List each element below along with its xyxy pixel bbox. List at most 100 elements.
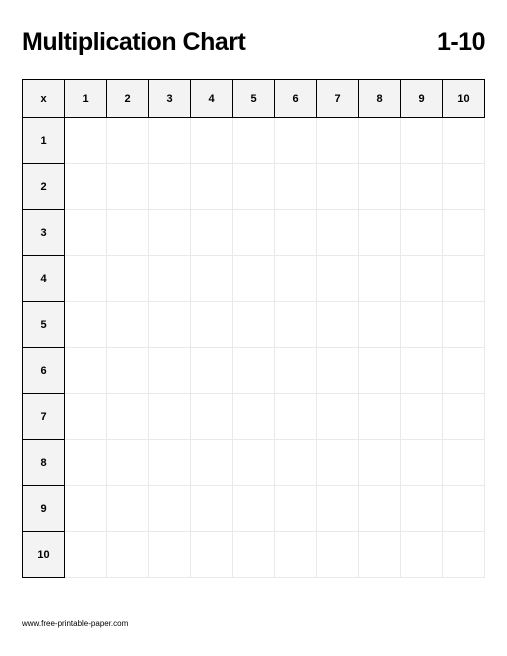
table-cell	[191, 302, 233, 348]
table-cell	[149, 440, 191, 486]
table-cell	[275, 394, 317, 440]
col-header: 6	[275, 80, 317, 118]
table-cell	[191, 486, 233, 532]
table-cell	[443, 486, 485, 532]
row-header: 6	[23, 348, 65, 394]
table-cell	[317, 348, 359, 394]
table-cell	[443, 118, 485, 164]
row-header: 8	[23, 440, 65, 486]
table-cell	[443, 164, 485, 210]
table-cell	[359, 302, 401, 348]
row-header: 1	[23, 118, 65, 164]
table-header-row: x 1 2 3 4 5 6 7 8 9 10	[23, 80, 485, 118]
table-cell	[233, 440, 275, 486]
table-cell	[275, 164, 317, 210]
table-cell	[317, 164, 359, 210]
table-cell	[107, 394, 149, 440]
table-cell	[149, 118, 191, 164]
table-cell	[359, 394, 401, 440]
table-cell	[443, 532, 485, 578]
table-cell	[149, 256, 191, 302]
table-cell	[191, 164, 233, 210]
table-cell	[149, 394, 191, 440]
table-cell	[149, 164, 191, 210]
table-cell	[107, 210, 149, 256]
table-cell	[443, 394, 485, 440]
table-cell	[359, 532, 401, 578]
table-cell	[191, 118, 233, 164]
row-header: 3	[23, 210, 65, 256]
table-cell	[401, 118, 443, 164]
table-cell	[191, 394, 233, 440]
table-cell	[275, 532, 317, 578]
table-cell	[107, 440, 149, 486]
table-cell	[107, 302, 149, 348]
table-cell	[65, 302, 107, 348]
table-cell	[233, 118, 275, 164]
table-cell	[149, 486, 191, 532]
multiplication-table: x 1 2 3 4 5 6 7 8 9 10 12345678910	[22, 79, 485, 578]
table-cell	[233, 302, 275, 348]
row-header: 4	[23, 256, 65, 302]
table-cell	[317, 486, 359, 532]
table-cell	[317, 394, 359, 440]
table-cell	[65, 440, 107, 486]
table-cell	[65, 532, 107, 578]
table-cell	[317, 532, 359, 578]
table-cell	[191, 348, 233, 394]
table-cell	[107, 532, 149, 578]
table-cell	[65, 210, 107, 256]
col-header: 1	[65, 80, 107, 118]
table-cell	[359, 164, 401, 210]
row-header: 2	[23, 164, 65, 210]
col-header: 9	[401, 80, 443, 118]
table-cell	[401, 256, 443, 302]
table-row: 1	[23, 118, 485, 164]
page-range: 1-10	[437, 28, 485, 57]
table-cell	[443, 440, 485, 486]
table-cell	[443, 302, 485, 348]
table-cell	[401, 210, 443, 256]
col-header: 3	[149, 80, 191, 118]
table-cell	[233, 210, 275, 256]
table-cell	[443, 348, 485, 394]
table-cell	[107, 348, 149, 394]
table-cell	[275, 210, 317, 256]
table-cell	[275, 348, 317, 394]
table-cell	[233, 164, 275, 210]
table-cell	[401, 394, 443, 440]
table-cell	[65, 256, 107, 302]
table-cell	[359, 118, 401, 164]
table-body: 12345678910	[23, 118, 485, 578]
table-cell	[191, 440, 233, 486]
table-cell	[443, 210, 485, 256]
table-cell	[191, 256, 233, 302]
table-cell	[191, 210, 233, 256]
table-cell	[359, 256, 401, 302]
table-cell	[233, 394, 275, 440]
table-cell	[233, 348, 275, 394]
table-cell	[317, 440, 359, 486]
table-cell	[359, 486, 401, 532]
table-cell	[275, 440, 317, 486]
table-cell	[275, 302, 317, 348]
table-row: 9	[23, 486, 485, 532]
table-cell	[359, 210, 401, 256]
table-cell	[149, 348, 191, 394]
table-cell	[275, 118, 317, 164]
table-cell	[401, 348, 443, 394]
col-header: 8	[359, 80, 401, 118]
header: Multiplication Chart 1-10	[22, 28, 485, 57]
table-cell	[233, 256, 275, 302]
table-cell	[317, 256, 359, 302]
table-row: 3	[23, 210, 485, 256]
table-cell	[401, 532, 443, 578]
table-cell	[317, 210, 359, 256]
table-cell	[401, 164, 443, 210]
footer-text: www.free-printable-paper.com	[22, 619, 128, 628]
table-cell	[149, 210, 191, 256]
table-row: 8	[23, 440, 485, 486]
corner-cell: x	[23, 80, 65, 118]
table-cell	[65, 348, 107, 394]
table-row: 6	[23, 348, 485, 394]
